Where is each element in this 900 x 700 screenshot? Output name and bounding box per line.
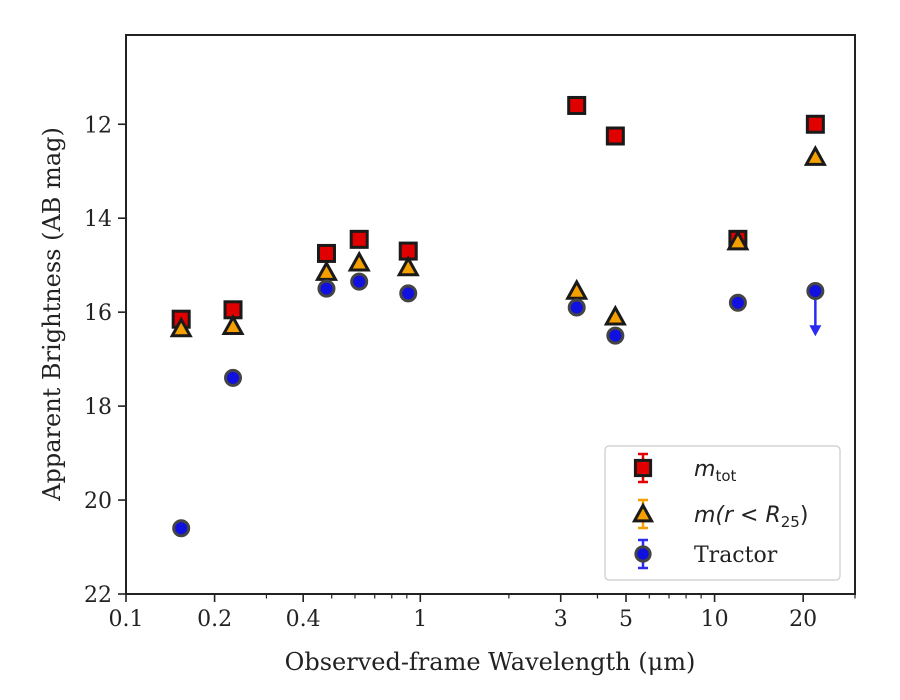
data-point xyxy=(399,284,418,303)
y-tick-label: 14 xyxy=(84,207,112,232)
x-tick-label: 20 xyxy=(789,607,817,632)
x-tick-label: 0.4 xyxy=(286,607,321,632)
data-point xyxy=(726,229,750,251)
legend-marker xyxy=(633,458,653,478)
data-point xyxy=(316,243,336,263)
data-point xyxy=(172,519,191,538)
data-point xyxy=(347,250,371,272)
y-tick-label: 16 xyxy=(84,301,112,326)
data-point xyxy=(565,278,589,300)
data-point xyxy=(603,304,627,326)
data-point xyxy=(317,279,336,298)
series-1 xyxy=(169,145,827,338)
y-tick-label: 22 xyxy=(84,583,112,608)
data-point xyxy=(805,114,825,134)
y-tick-label: 20 xyxy=(84,489,112,514)
legend-marker xyxy=(634,545,652,563)
x-tick-label: 5 xyxy=(619,607,633,632)
legend: mtot m(r < R25) Tractor xyxy=(604,445,841,581)
legend-box xyxy=(604,445,841,581)
x-tick-label: 10 xyxy=(701,607,729,632)
data-point xyxy=(224,368,243,387)
legend-marker xyxy=(631,502,655,523)
x-tick-label: 1 xyxy=(413,607,427,632)
x-tick-label: 3 xyxy=(554,607,568,632)
data-point xyxy=(169,316,193,338)
y-axis-label: Apparent Brightness (AB mag) xyxy=(38,127,66,502)
data-point xyxy=(349,229,369,249)
legend-label: Tractor xyxy=(694,543,778,568)
x-axis-label: Observed-frame Wavelength (μm) xyxy=(285,648,696,676)
data-point xyxy=(567,95,587,115)
series-0 xyxy=(171,95,825,329)
x-tick-label: 0.1 xyxy=(109,607,144,632)
data-point xyxy=(221,314,245,335)
data-point xyxy=(606,326,625,345)
data-point xyxy=(567,298,586,317)
y-tick-label: 12 xyxy=(84,113,112,138)
data-point xyxy=(396,255,420,277)
series-2 xyxy=(172,272,825,538)
data-point xyxy=(728,293,747,312)
data-point xyxy=(605,126,625,146)
upper-limit-arrow xyxy=(809,325,822,337)
data-point xyxy=(803,145,827,166)
legend-label: mtot xyxy=(694,457,736,485)
x-tick-label: 0.2 xyxy=(197,607,232,632)
data-point xyxy=(314,260,339,281)
legend-label: m(r < R25) xyxy=(694,503,808,531)
data-point xyxy=(806,282,825,301)
y-tick-label: 18 xyxy=(84,395,112,420)
data-point xyxy=(350,272,369,291)
